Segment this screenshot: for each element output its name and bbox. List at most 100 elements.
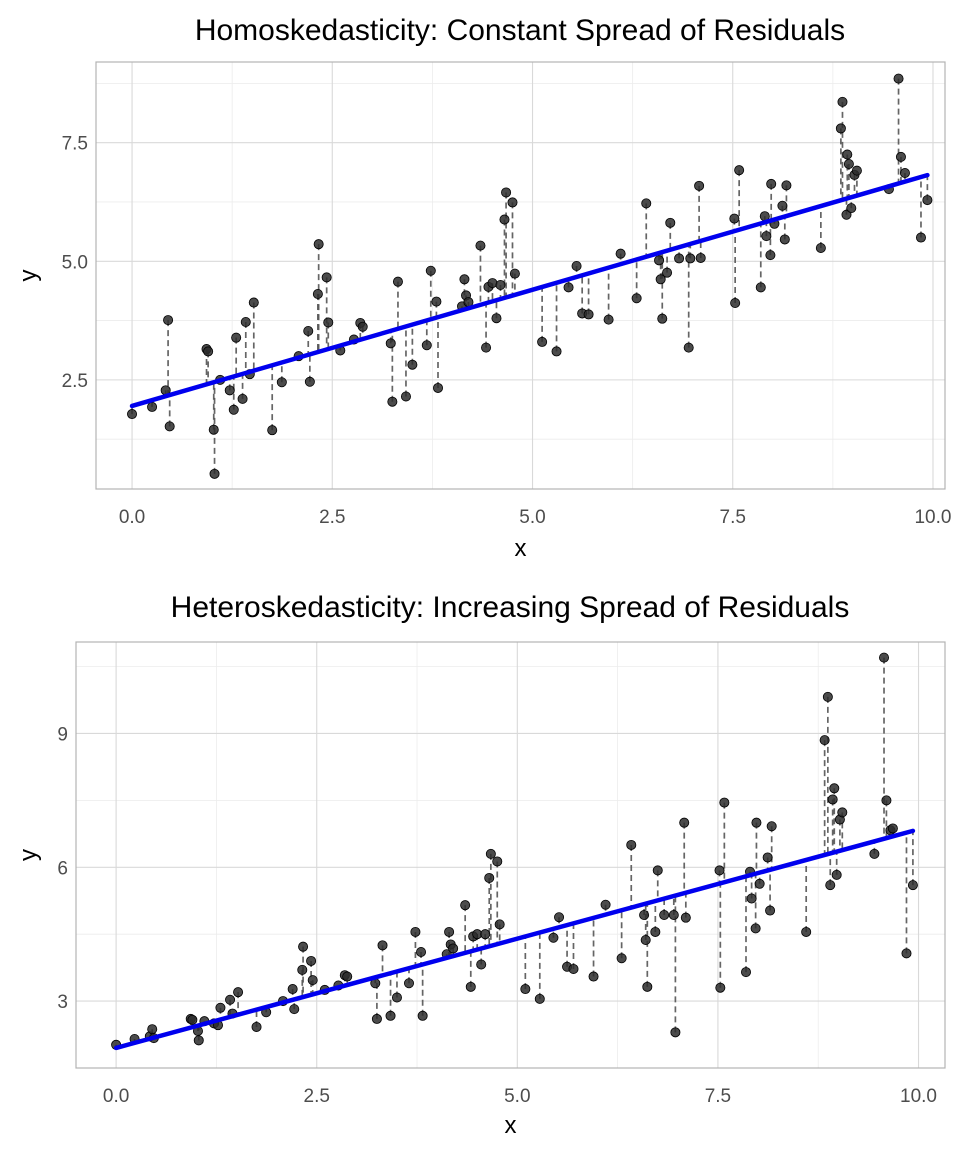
data-point (655, 274, 666, 285)
data-point (801, 926, 812, 937)
data-point (387, 396, 398, 407)
panel-border (75, 641, 946, 1069)
data-point (665, 217, 676, 228)
data-point (276, 377, 287, 388)
data-point (425, 265, 436, 276)
data-point (615, 248, 626, 259)
chart-title: Heteroskedasticity: Increasing Spread of… (171, 591, 850, 624)
data-point (879, 652, 890, 663)
data-point (306, 955, 317, 966)
data-point (679, 817, 690, 828)
data-point (819, 735, 830, 746)
data-point (654, 255, 665, 266)
data-point (385, 338, 396, 349)
data-point (571, 261, 582, 272)
data-point (233, 987, 244, 998)
data-point (323, 317, 334, 328)
data-point (827, 794, 838, 805)
data-point (762, 852, 773, 863)
data-point (491, 313, 502, 324)
data-point (730, 298, 741, 309)
data-point (734, 165, 745, 176)
x-axis-label: x (505, 1112, 517, 1139)
data-point (481, 342, 492, 353)
data-point (494, 919, 505, 930)
data-point (642, 981, 653, 992)
data-point (662, 267, 673, 278)
data-point (193, 1035, 204, 1046)
data-point (460, 900, 471, 911)
data-points (111, 652, 918, 1050)
data-point (228, 404, 239, 415)
residual-segments (131, 78, 929, 474)
data-point (313, 239, 324, 250)
data-point (163, 315, 174, 326)
data-point (841, 209, 852, 220)
data-point (755, 282, 766, 293)
data-point (403, 978, 414, 989)
panel-border (95, 61, 946, 490)
data-point (465, 981, 476, 992)
data-point (289, 1004, 300, 1015)
data-point (829, 783, 840, 794)
data-point (714, 865, 725, 876)
data-point (893, 73, 904, 84)
data-point (887, 823, 898, 834)
y-tick-label: 2.5 (62, 371, 88, 392)
data-point (846, 203, 857, 214)
data-point (377, 940, 388, 951)
data-point (822, 691, 833, 702)
data-point (251, 1021, 262, 1032)
data-point (895, 151, 906, 162)
x-tick-label: 10.0 (914, 507, 951, 528)
data-point (534, 993, 545, 1004)
data-point (680, 912, 691, 923)
data-point (751, 817, 762, 828)
data-point (641, 198, 652, 209)
data-point (668, 909, 679, 920)
y-tick-label: 9 (57, 724, 68, 745)
data-point (475, 240, 486, 251)
gridlines (76, 642, 945, 1069)
gridlines (96, 62, 945, 489)
data-point (127, 409, 138, 420)
data-point (781, 180, 792, 191)
data-point (729, 213, 740, 224)
data-point (484, 872, 495, 883)
data-point (287, 984, 298, 995)
data-point (650, 926, 661, 937)
data-point (357, 321, 368, 332)
data-point (881, 795, 892, 806)
data-point (416, 947, 427, 958)
data-point (495, 279, 506, 290)
data-point (298, 941, 309, 952)
data-point (837, 807, 848, 818)
data-point (392, 276, 403, 287)
chart-2: 0.0 2.5 5.0 7.5 10.0 3 6 9 Heteroskedasticity: I… (15, 591, 946, 1139)
y-axis-label: y (15, 849, 42, 861)
data-point (842, 149, 853, 160)
data-point (208, 424, 219, 435)
data-point (248, 297, 259, 308)
data-point (421, 340, 432, 351)
data-point (777, 200, 788, 211)
chart-title: Homoskedasticity: Constant Spread of Res… (195, 14, 845, 47)
data-point (501, 187, 512, 198)
data-point (626, 839, 637, 850)
data-point (476, 959, 487, 970)
data-point (312, 289, 323, 300)
data-point (719, 797, 730, 808)
y-tick-label: 5.0 (62, 252, 88, 273)
data-point (225, 994, 236, 1005)
data-point (342, 971, 353, 982)
y-tick-label: 3 (57, 992, 68, 1013)
data-point (410, 926, 421, 937)
data-point (659, 909, 670, 920)
data-point (203, 346, 214, 357)
data-point (670, 1027, 681, 1038)
data-point (321, 272, 332, 283)
data-point (766, 178, 777, 189)
x-tick-label: 2.5 (319, 507, 345, 528)
data-point (685, 253, 696, 264)
data-point (231, 332, 242, 343)
